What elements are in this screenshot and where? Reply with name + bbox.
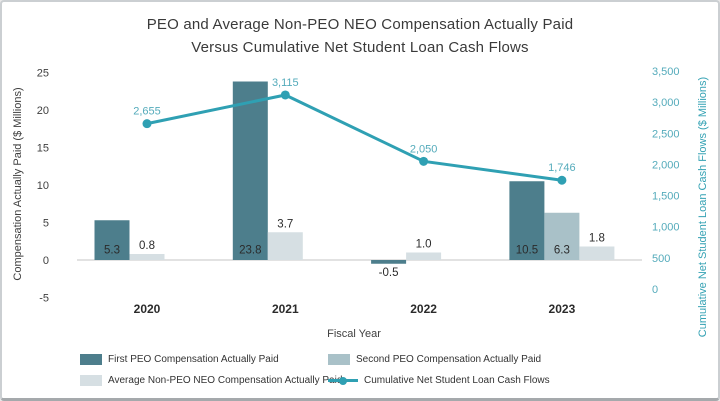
- x-axis-title: Fiscal Year: [327, 328, 381, 340]
- svg-text:-5: -5: [39, 293, 49, 305]
- right-axis-title: Cumulative Net Student Loan Cash Flows (…: [697, 77, 709, 337]
- svg-text:2,000: 2,000: [652, 159, 680, 171]
- svg-text:2021: 2021: [272, 302, 299, 316]
- svg-text:1.0: 1.0: [416, 239, 432, 251]
- legend-item-second-peo: Second PEO Compensation Actually Paid: [328, 354, 550, 365]
- legend-item-cash-flows: Cumulative Net Student Loan Cash Flows: [328, 375, 550, 386]
- svg-text:20: 20: [37, 105, 49, 117]
- second-peo-swatch-icon: [328, 354, 350, 365]
- svg-text:1,500: 1,500: [652, 191, 680, 203]
- svg-text:15: 15: [37, 143, 49, 155]
- chart-title-line1: PEO and Average Non-PEO NEO Compensation…: [146, 16, 574, 33]
- chart-title-line2: Versus Cumulative Net Student Loan Cash …: [191, 39, 529, 56]
- legend-label-cash-flows: Cumulative Net Student Loan Cash Flows: [364, 375, 550, 386]
- legend-label-avg-non-peo: Average Non-PEO NEO Compensation Actuall…: [108, 375, 343, 386]
- svg-text:23.8: 23.8: [239, 245, 261, 257]
- left-axis-title: Compensation Actually Paid ($ Millions): [12, 87, 24, 280]
- avg-non-peo-swatch-icon: [80, 375, 102, 386]
- svg-text:500: 500: [652, 253, 670, 265]
- svg-text:6.3: 6.3: [554, 245, 570, 257]
- svg-text:2,655: 2,655: [133, 106, 161, 118]
- legend-label-first-peo: First PEO Compensation Actually Paid: [108, 354, 279, 365]
- legend-label-second-peo: Second PEO Compensation Actually Paid: [356, 354, 542, 365]
- legend-item-avg-non-peo: Average Non-PEO NEO Compensation Actuall…: [80, 375, 342, 386]
- svg-text:3,000: 3,000: [652, 97, 680, 109]
- svg-text:2,500: 2,500: [652, 128, 680, 140]
- svg-text:1,000: 1,000: [652, 222, 680, 234]
- svg-text:0: 0: [43, 255, 49, 267]
- first-peo-swatch-icon: [80, 354, 102, 365]
- svg-text:3.7: 3.7: [277, 218, 293, 230]
- svg-text:25: 25: [37, 68, 49, 80]
- legend-item-first-peo: First PEO Compensation Actually Paid: [80, 354, 328, 365]
- svg-text:1,746: 1,746: [548, 162, 576, 174]
- svg-text:5.3: 5.3: [104, 245, 120, 257]
- plot-area: 25 20 15 10 5 0 -5 3,500 3,000 2,500 2,000 1,500 1,0…: [37, 66, 680, 316]
- svg-text:2020: 2020: [134, 302, 161, 316]
- svg-text:10: 10: [37, 180, 49, 192]
- svg-text:2022: 2022: [410, 302, 437, 316]
- svg-text:10.5: 10.5: [516, 245, 538, 257]
- svg-text:0.8: 0.8: [139, 240, 155, 252]
- svg-text:2,050: 2,050: [410, 143, 438, 155]
- svg-text:1.8: 1.8: [589, 233, 605, 245]
- svg-text:2023: 2023: [549, 302, 576, 316]
- chart-title: PEO and Average Non-PEO NEO Compensation…: [2, 13, 718, 59]
- svg-text:5: 5: [43, 218, 49, 230]
- svg-text:3,115: 3,115: [272, 77, 299, 89]
- svg-text:0: 0: [652, 284, 658, 296]
- svg-text:3,500: 3,500: [652, 66, 680, 78]
- legend: First PEO Compensation Actually Paid Sec…: [80, 354, 550, 386]
- line-marker-swatch-icon: [328, 376, 358, 385]
- svg-text:-0.5: -0.5: [379, 267, 399, 279]
